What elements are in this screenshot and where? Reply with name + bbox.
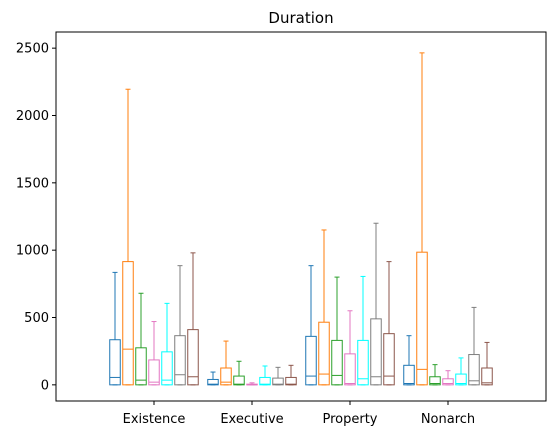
box-0-2 xyxy=(135,292,147,386)
y-tick-label: 2000 xyxy=(16,109,49,124)
box-body xyxy=(370,318,382,386)
plot-area xyxy=(109,52,493,386)
box-1-6 xyxy=(285,364,297,386)
box-body xyxy=(468,354,480,386)
box-2-2 xyxy=(331,276,343,386)
box-body xyxy=(272,377,284,386)
box-3-6 xyxy=(481,341,493,386)
box-body xyxy=(109,339,121,386)
y-tick-label: 500 xyxy=(24,311,49,326)
box-body xyxy=(187,329,199,386)
box-body xyxy=(233,375,245,386)
box-body xyxy=(122,261,134,386)
box-1-3 xyxy=(246,382,258,386)
box-body xyxy=(442,378,454,386)
box-body xyxy=(174,335,186,386)
box-body xyxy=(259,376,271,386)
y-axis: 0 500 1000 1500 2000 2500 xyxy=(16,42,56,393)
box-3-5 xyxy=(468,306,480,386)
box-3-4 xyxy=(455,357,467,386)
box-body xyxy=(285,376,297,386)
box-2-3 xyxy=(344,310,356,386)
box-body xyxy=(357,339,369,386)
box-body xyxy=(383,333,395,386)
box-body xyxy=(148,359,160,386)
x-tick-label: Executive xyxy=(220,412,283,427)
chart-title: Duration xyxy=(268,9,333,27)
box-3-3 xyxy=(442,370,454,386)
box-2-1 xyxy=(318,229,330,386)
x-tick-label: Property xyxy=(322,412,377,427)
y-tick-label: 2500 xyxy=(16,42,49,57)
box-body xyxy=(429,376,441,386)
box-0-3 xyxy=(148,321,160,386)
box-body xyxy=(331,339,343,386)
box-body xyxy=(455,373,467,386)
x-tick-label: Existence xyxy=(123,412,186,427)
y-tick-label: 0 xyxy=(41,378,49,393)
box-body xyxy=(403,364,415,386)
box-body xyxy=(305,335,317,386)
y-tick-label: 1500 xyxy=(16,176,49,191)
box-3-2 xyxy=(429,364,441,386)
box-2-4 xyxy=(357,275,369,386)
box-1-2 xyxy=(233,360,245,386)
y-tick-label: 1000 xyxy=(16,244,49,259)
box-0-6 xyxy=(187,252,199,386)
x-tick-label: Nonarch xyxy=(421,412,475,427)
box-2-6 xyxy=(383,261,395,386)
box-0-5 xyxy=(174,265,186,386)
box-1-4 xyxy=(259,365,271,386)
box-body xyxy=(135,347,147,386)
box-body xyxy=(207,378,219,386)
axes-frame xyxy=(55,31,547,402)
box-1-1 xyxy=(220,340,232,386)
box-0-0 xyxy=(109,271,121,386)
box-body xyxy=(318,321,330,386)
box-3-0 xyxy=(403,335,415,386)
box-2-0 xyxy=(305,265,317,386)
box-body xyxy=(481,367,493,386)
box-2-5 xyxy=(370,222,382,386)
box-1-5 xyxy=(272,366,284,386)
box-body xyxy=(416,251,428,386)
box-0-1 xyxy=(122,88,134,386)
box-0-4 xyxy=(161,302,173,386)
box-body xyxy=(344,353,356,386)
box-3-1 xyxy=(416,52,428,386)
box-body xyxy=(161,351,173,386)
box-body xyxy=(220,367,232,386)
x-axis: Existence Executive Property Nonarch xyxy=(123,401,475,427)
box-1-0 xyxy=(207,371,219,386)
